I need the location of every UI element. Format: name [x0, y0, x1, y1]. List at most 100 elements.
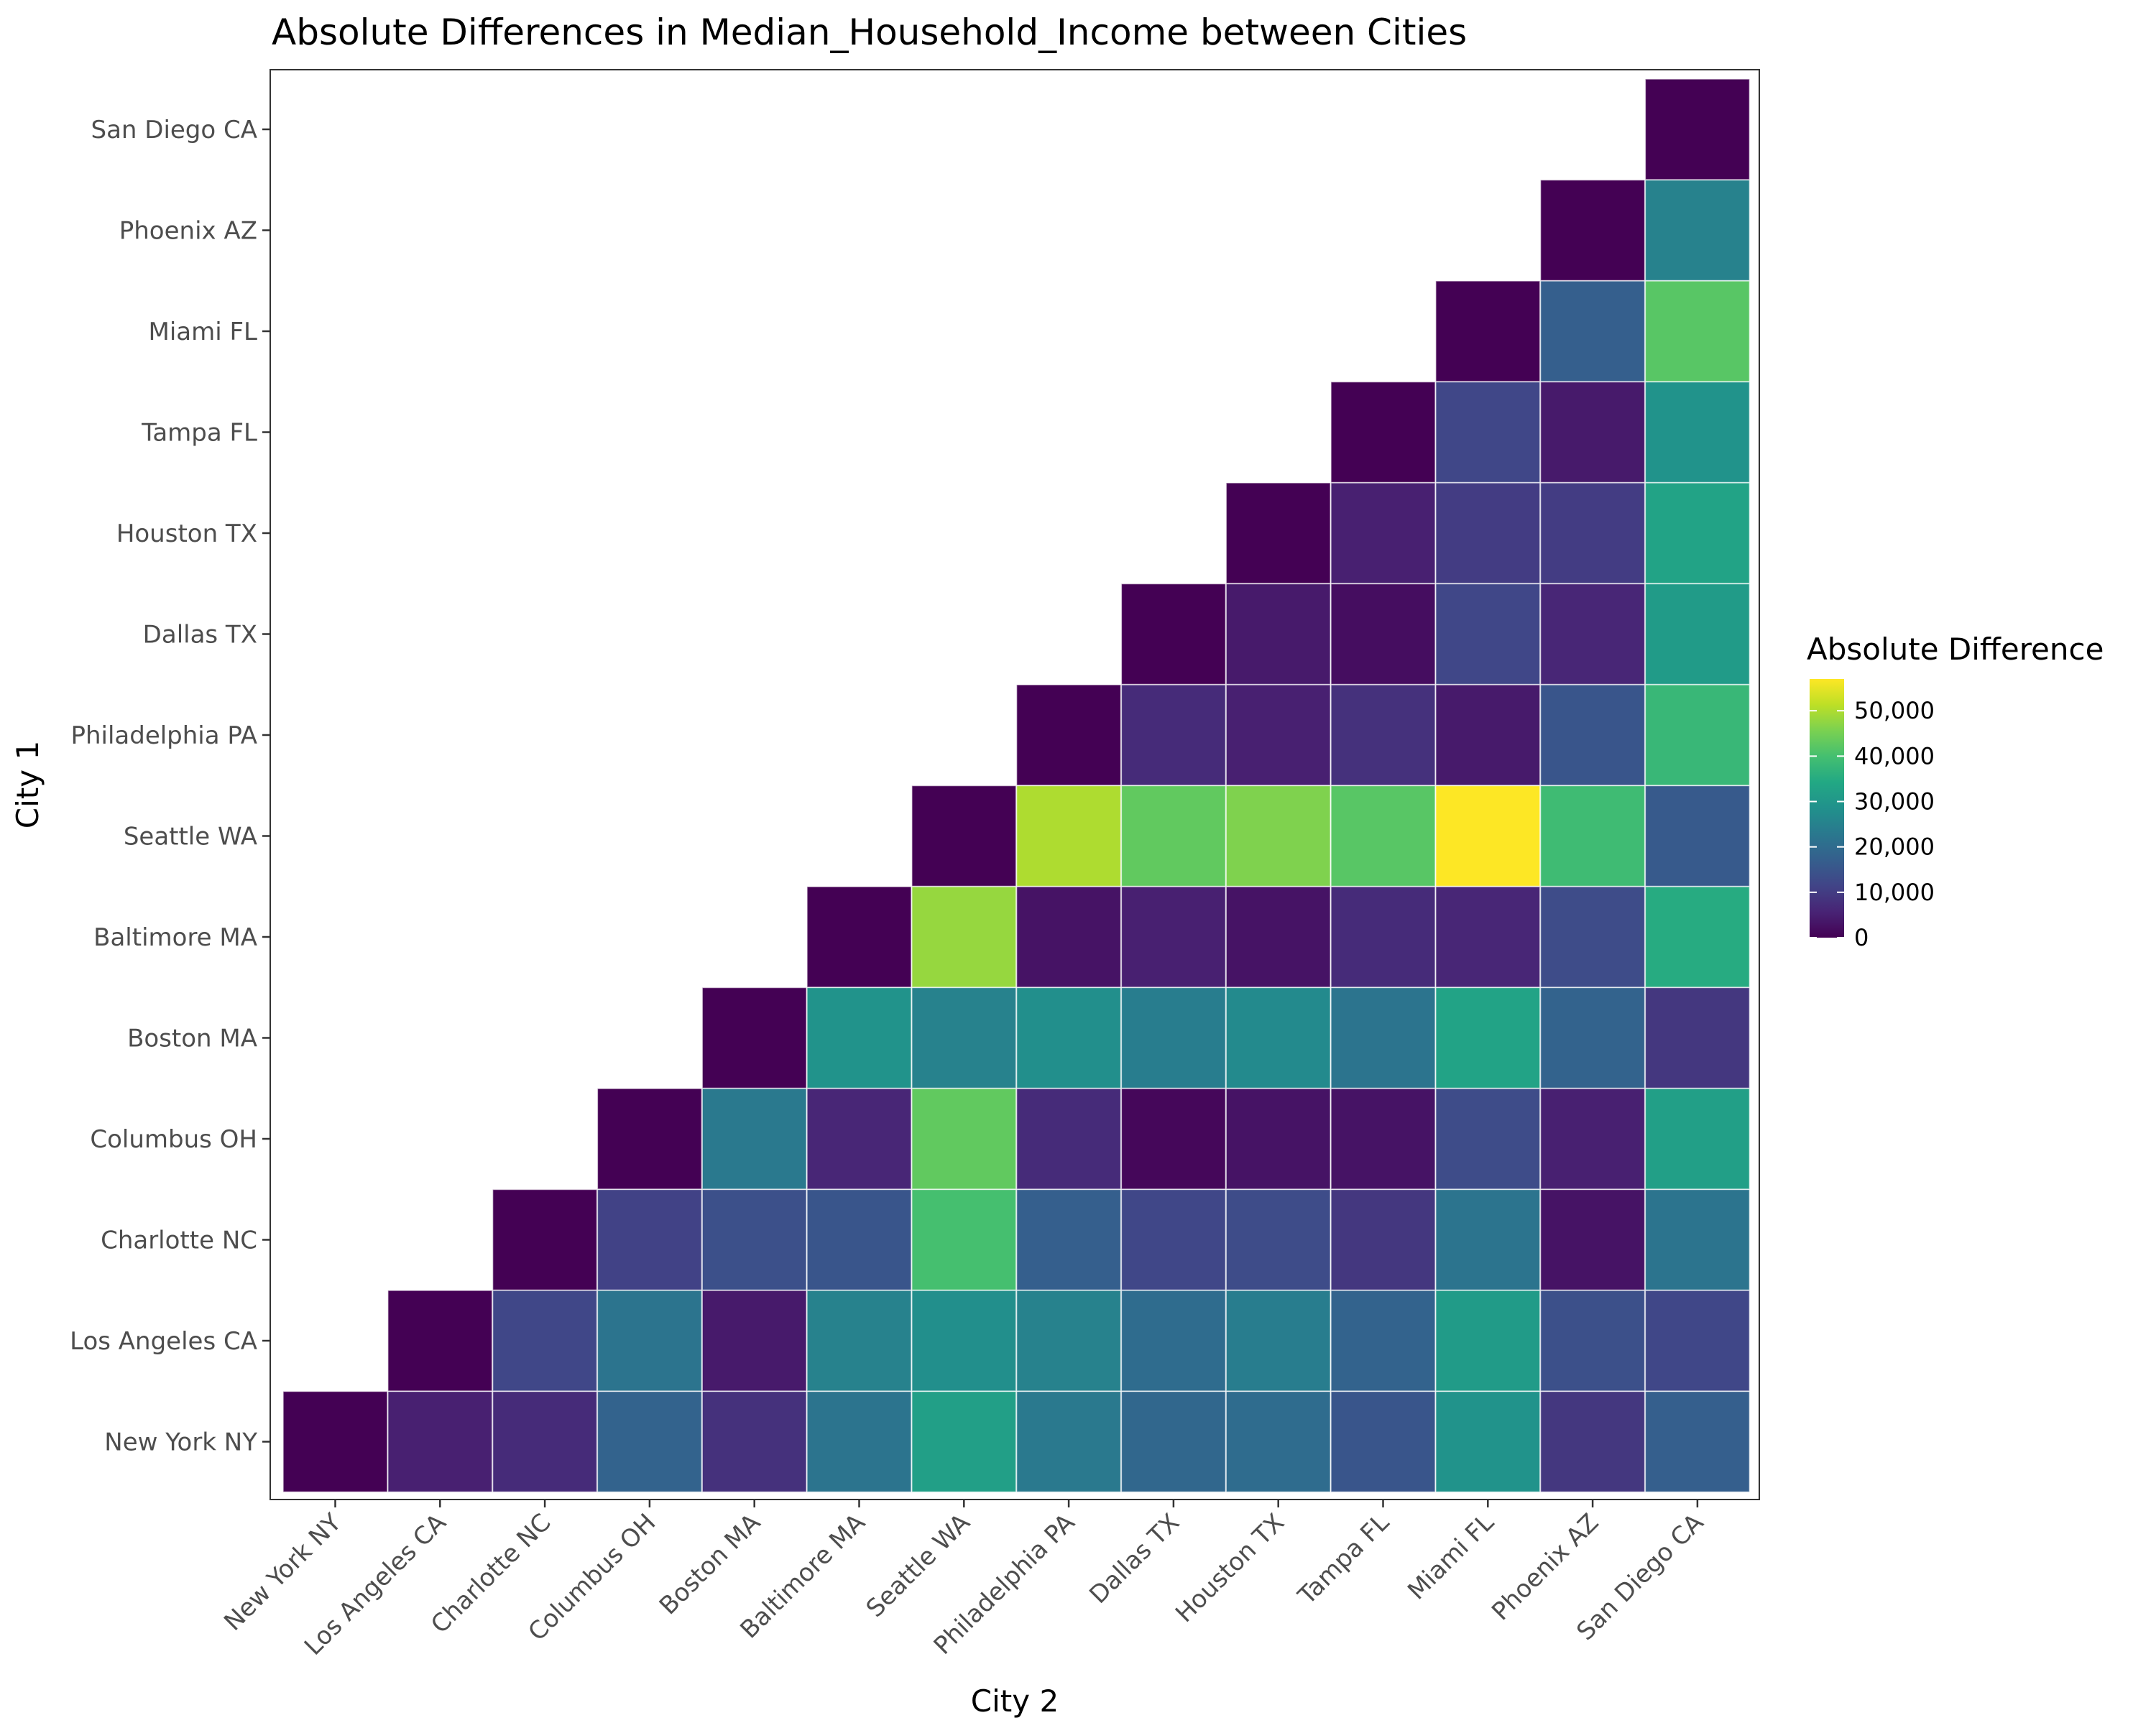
legend-title: Absolute Difference	[1807, 632, 2104, 667]
heatmap-cell	[911, 1088, 1017, 1190]
heatmap-cell	[911, 987, 1017, 1089]
heatmap-cell	[1225, 785, 1331, 887]
heatmap-cell	[1330, 1088, 1436, 1190]
heatmap-cell	[1120, 1188, 1227, 1291]
legend-tick-label: 10,000	[1854, 879, 1935, 906]
heatmap-cell	[1120, 785, 1227, 887]
heatmap-cell	[1539, 1188, 1646, 1291]
heatmap-cell	[1644, 1390, 1751, 1493]
y-tick-label: San Diego CA	[91, 116, 257, 144]
heatmap-cell	[1015, 987, 1122, 1089]
heatmap-cell	[806, 987, 912, 1089]
heatmap-cell	[1225, 583, 1331, 685]
heatmap-cell	[1435, 785, 1541, 887]
heatmap-cell	[701, 1290, 807, 1392]
heatmap-cell	[1539, 785, 1646, 887]
heatmap-cell	[1330, 1290, 1436, 1392]
chart-title: Absolute Differences in Median_Household…	[272, 11, 1467, 53]
heatmap-cell	[282, 1390, 388, 1493]
heatmap-cell	[1539, 583, 1646, 685]
heatmap-cell	[701, 987, 807, 1089]
heatmap-cell	[1330, 1390, 1436, 1493]
heatmap-cell	[1435, 1188, 1541, 1291]
y-tick-label: Phoenix AZ	[119, 217, 257, 246]
heatmap-cell	[1435, 1290, 1541, 1392]
y-tick-label: Seattle WA	[124, 823, 257, 851]
heatmap-cell	[1644, 1290, 1751, 1392]
y-tick-label: Philadelphia PA	[70, 721, 257, 750]
heatmap-cell	[1644, 482, 1751, 584]
heatmap-cell	[1225, 1390, 1331, 1493]
heatmap-cell	[1435, 987, 1541, 1089]
heatmap-cell	[911, 886, 1017, 988]
legend-tick-label: 40,000	[1854, 742, 1935, 770]
plot-border	[270, 69, 1760, 1500]
legend-tick-label: 30,000	[1854, 788, 1935, 816]
heatmap-cell	[911, 1390, 1017, 1493]
heatmap-cell	[596, 1290, 703, 1392]
heatmap-cell	[1435, 583, 1541, 685]
heatmap-cell	[492, 1188, 598, 1291]
y-axis-label: City 1	[10, 741, 45, 828]
y-tick-label: Dallas TX	[143, 621, 257, 650]
y-axis: New York NY Los Angeles CA Charlotte NC Col…	[70, 116, 270, 1457]
heatmap-cell	[1644, 78, 1751, 180]
heatmap-cell	[1120, 886, 1227, 988]
y-tick-label: Miami FL	[149, 318, 258, 346]
x-axis-label: City 2	[971, 1683, 1059, 1719]
legend-colorbar	[1810, 679, 1844, 938]
heatmap-cell	[492, 1290, 598, 1392]
heatmap-cell	[1644, 785, 1751, 887]
heatmap-cell	[1120, 684, 1227, 786]
heatmap-cell	[387, 1390, 493, 1493]
heatmap-cell	[1120, 583, 1227, 685]
heatmap-cell	[806, 886, 912, 988]
heatmap-cell	[1225, 1088, 1331, 1190]
heatmap-cell	[701, 1390, 807, 1493]
heatmap-cell	[1644, 381, 1751, 484]
legend-tick-label: 20,000	[1854, 833, 1935, 861]
heatmap-cell	[1330, 381, 1436, 484]
heatmap-cell	[911, 1290, 1017, 1392]
legend-tick-label: 50,000	[1854, 697, 1935, 724]
heatmap-cell	[1225, 482, 1331, 584]
heatmap-cell	[1644, 1188, 1751, 1291]
heatmap-cell	[1120, 1088, 1227, 1190]
y-tick-label: Charlotte NC	[101, 1226, 257, 1255]
heatmap-cell	[1539, 1390, 1646, 1493]
heatmap-cell	[1539, 482, 1646, 584]
heatmap-cell	[1015, 1088, 1122, 1190]
heatmap-cell	[1539, 987, 1646, 1089]
heatmap-cell	[596, 1390, 703, 1493]
heatmap-cell	[1435, 886, 1541, 988]
heatmap-cell	[1435, 684, 1541, 786]
heatmap-cell	[1539, 381, 1646, 484]
heatmap-cell	[806, 1290, 912, 1392]
heatmap-cell	[1330, 684, 1436, 786]
heatmap-cell	[596, 1188, 703, 1291]
y-tick-label: Los Angeles CA	[70, 1327, 257, 1356]
heatmap-cell	[1539, 280, 1646, 382]
heatmap-cell	[1539, 684, 1646, 786]
heatmap-cell	[1015, 684, 1122, 786]
legend-tick-label: 0	[1854, 924, 1869, 951]
heatmap-cell	[1330, 583, 1436, 685]
heatmap-cell	[1225, 1290, 1331, 1392]
heatmap-cell	[1644, 179, 1751, 282]
heatmap-cell	[701, 1088, 807, 1190]
heatmap-cell	[1225, 886, 1331, 988]
y-tick-label: Boston MA	[127, 1025, 257, 1053]
heatmap-cell	[911, 1188, 1017, 1291]
heatmap-cell	[1330, 987, 1436, 1089]
heatmap-cell	[387, 1290, 493, 1392]
heatmap-cell	[1644, 583, 1751, 685]
heatmap-cell	[1330, 886, 1436, 988]
y-tick-label: Tampa FL	[141, 419, 257, 448]
heatmap-cell	[1330, 1188, 1436, 1291]
heatmap-cell	[1644, 684, 1751, 786]
heatmap-cell	[1435, 1390, 1541, 1493]
heatmap-cell	[1435, 280, 1541, 382]
y-tick-label: Baltimore MA	[93, 923, 257, 952]
legend: Absolute Difference 0 10,000 20,000 30,000 4…	[1807, 632, 2104, 951]
heatmap-cell	[911, 785, 1017, 887]
